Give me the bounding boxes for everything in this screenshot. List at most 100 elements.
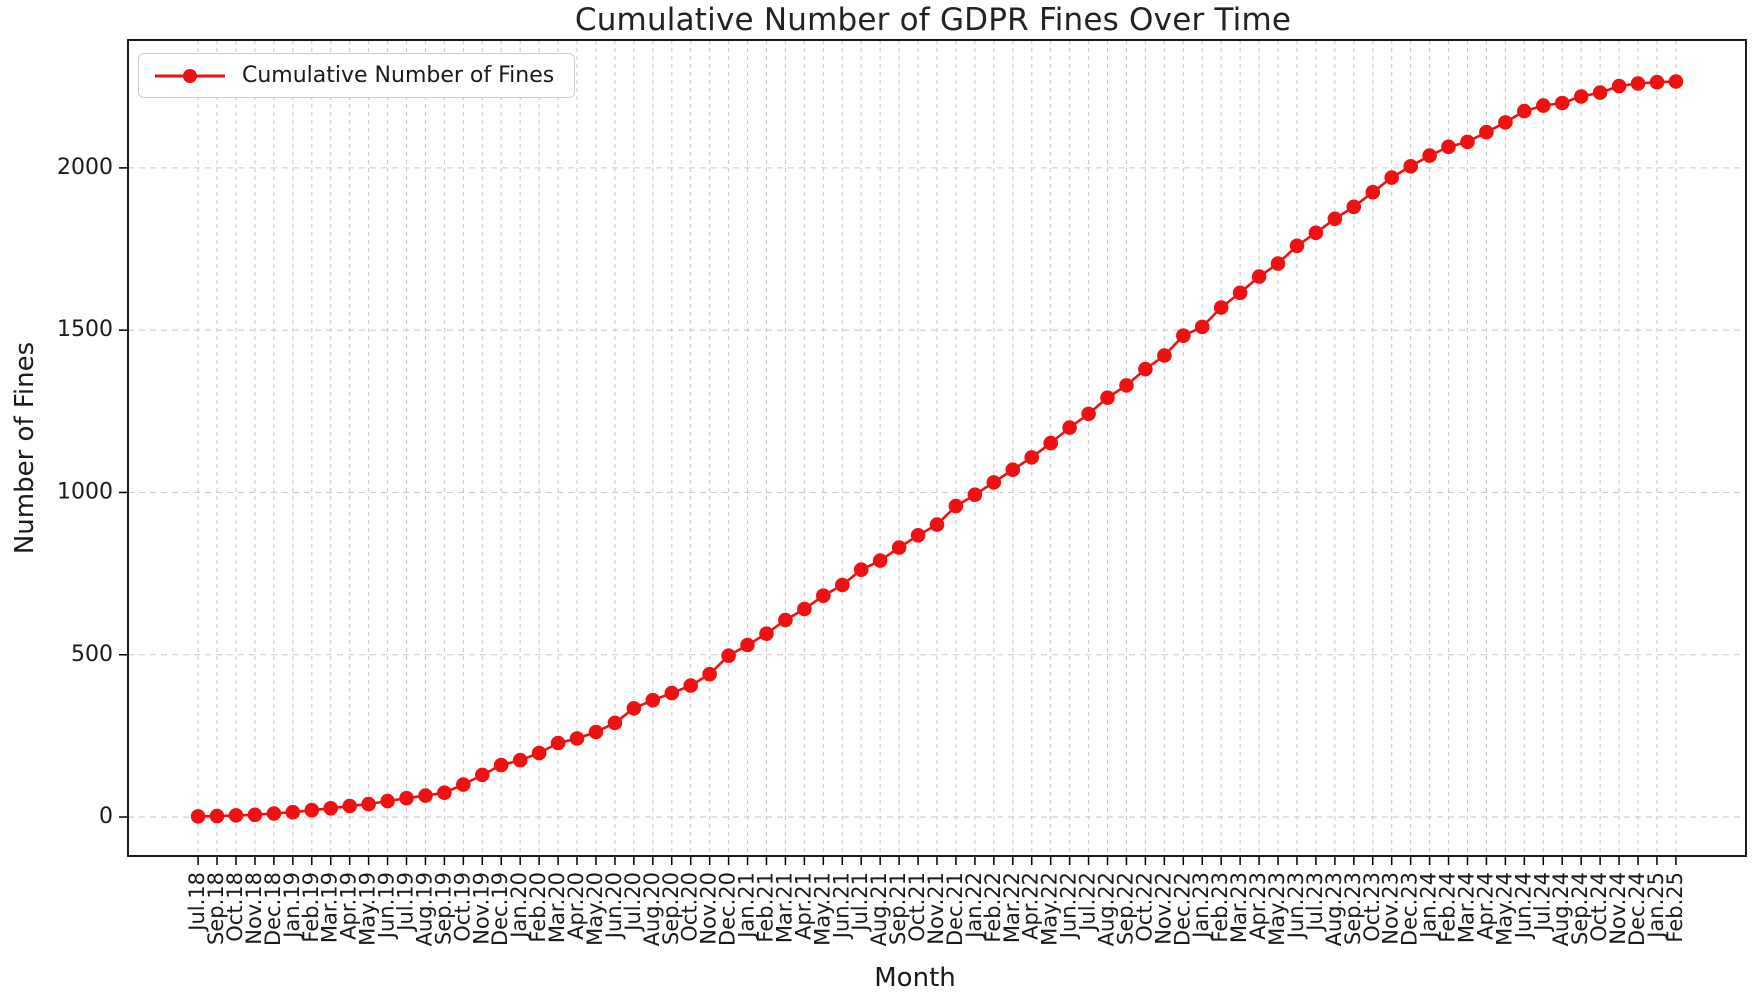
x-tick-label: Jun.19	[375, 872, 399, 940]
x-tick-label: Sep.24	[1568, 872, 1592, 945]
x-tick-label: Feb.20	[526, 872, 550, 943]
data-point-marker	[1554, 95, 1570, 111]
data-point-marker	[342, 798, 358, 814]
data-point-marker	[418, 788, 433, 803]
x-tick-label: Dec.21	[943, 872, 967, 946]
data-point-marker	[1611, 78, 1627, 94]
x-tick-label: Feb.24	[1436, 872, 1460, 943]
x-tick-label: Jul.23	[1303, 872, 1327, 933]
data-point-marker	[1251, 269, 1267, 284]
data-point-marker	[872, 553, 888, 568]
x-tick-label: Dec.22	[1170, 872, 1194, 946]
x-tick-label: Feb.25	[1663, 872, 1687, 943]
data-point-marker	[1327, 211, 1343, 227]
legend-swatch-line	[155, 68, 225, 83]
data-point-marker	[1232, 285, 1248, 301]
data-point-marker	[266, 806, 282, 821]
data-point-marker	[209, 808, 225, 824]
x-tick-label: May.21	[810, 872, 834, 946]
data-point-marker	[190, 809, 206, 824]
x-tick-label: Nov.21	[924, 872, 948, 945]
x-tick-label: Jan.22	[962, 872, 986, 940]
data-point-marker	[437, 785, 452, 800]
x-tick-label: Apr.24	[1473, 872, 1497, 940]
data-point-marker	[228, 808, 244, 823]
y-tick-label: 1500	[57, 317, 113, 342]
x-tick-label: Mar.21	[772, 872, 796, 943]
data-point-marker	[986, 475, 1002, 490]
x-tick-label: Sep.18	[204, 872, 228, 945]
x-tick-label: Dec.19	[488, 872, 512, 946]
data-point-marker	[1289, 238, 1305, 254]
data-point-marker	[1194, 319, 1210, 335]
data-point-marker	[380, 793, 395, 809]
x-tick-label: Aug.22	[1095, 872, 1119, 946]
x-tick-label: Nov.24	[1606, 872, 1630, 945]
x-tick-label: Mar.22	[1000, 872, 1024, 943]
data-point-marker	[285, 804, 301, 820]
data-point-marker	[1498, 115, 1513, 130]
x-tick-label: Jan.23	[1189, 872, 1213, 940]
x-tick-label: Mar.24	[1454, 872, 1478, 943]
legend: Cumulative Number of Fines	[138, 53, 576, 98]
x-tick-label: Dec.24	[1625, 872, 1649, 946]
data-point-marker	[531, 745, 547, 761]
data-point-marker	[1005, 462, 1021, 478]
x-tick-label: May.23	[1265, 872, 1289, 946]
y-tick-label: 500	[71, 642, 113, 667]
x-tick-label: May.24	[1492, 872, 1516, 946]
x-tick-label: Mar.19	[318, 872, 342, 943]
x-tick-label: Oct.18	[223, 872, 247, 942]
x-tick-label: Mar.23	[1227, 872, 1251, 943]
x-tick-label: May.19	[356, 872, 380, 946]
data-point-marker	[1441, 139, 1456, 155]
x-tick-label: Sep.19	[431, 872, 455, 945]
data-point-marker	[475, 767, 490, 783]
data-point-marker	[1100, 390, 1115, 406]
y-tick-label: 0	[99, 804, 113, 829]
data-point-marker	[967, 487, 983, 503]
data-point-marker	[1308, 225, 1324, 241]
x-tick-label: Oct.23	[1360, 872, 1384, 942]
x-tick-label: Jul.19	[394, 872, 418, 933]
data-point-marker	[456, 777, 471, 792]
data-point-marker	[664, 685, 680, 701]
x-tick-label: Jan.20	[507, 872, 531, 940]
x-tick-label: Feb.19	[299, 872, 323, 943]
x-tick-label: Jun.24	[1511, 872, 1535, 940]
data-point-marker	[645, 692, 661, 708]
data-point-marker	[1270, 256, 1286, 271]
data-point-marker	[399, 790, 414, 806]
data-point-marker	[1573, 89, 1589, 104]
x-tick-label: May.22	[1038, 872, 1062, 946]
x-tick-label: Apr.23	[1246, 872, 1270, 940]
x-tick-label: Jun.20	[602, 872, 626, 940]
data-point-marker	[1630, 76, 1646, 91]
legend-label: Cumulative Number of Fines	[242, 63, 555, 88]
data-point-marker	[1536, 98, 1551, 113]
x-tick-label: Nov.23	[1379, 872, 1403, 945]
x-tick-label: Apr.21	[791, 872, 815, 940]
data-point-marker	[816, 588, 831, 603]
x-tick-label: Jul.21	[848, 872, 872, 933]
y-tick-label: 2000	[57, 155, 113, 180]
x-tick-label: Nov.18	[242, 872, 266, 945]
data-point-marker	[740, 637, 755, 653]
x-tick-label: Feb.21	[753, 872, 777, 943]
data-point-marker	[1346, 199, 1362, 215]
y-axis-label: Number of Fines	[10, 341, 40, 555]
data-point-marker	[910, 528, 926, 543]
x-tick-label: Aug.23	[1322, 872, 1346, 946]
x-tick-label: Oct.24	[1587, 872, 1611, 942]
x-tick-label: Oct.19	[450, 872, 474, 942]
x-tick-label: Aug.19	[412, 872, 436, 946]
data-point-marker	[626, 701, 642, 716]
data-point-marker	[683, 678, 698, 693]
x-tick-label: Feb.22	[981, 872, 1005, 943]
data-point-marker	[512, 752, 528, 768]
data-point-marker	[1213, 300, 1229, 315]
x-tick-label: Jun.22	[1057, 872, 1081, 940]
data-point-marker	[1668, 74, 1684, 89]
x-tick-label: Jul.24	[1530, 872, 1554, 933]
chart-title: Cumulative Number of GDPR Fines Over Tim…	[574, 2, 1292, 38]
